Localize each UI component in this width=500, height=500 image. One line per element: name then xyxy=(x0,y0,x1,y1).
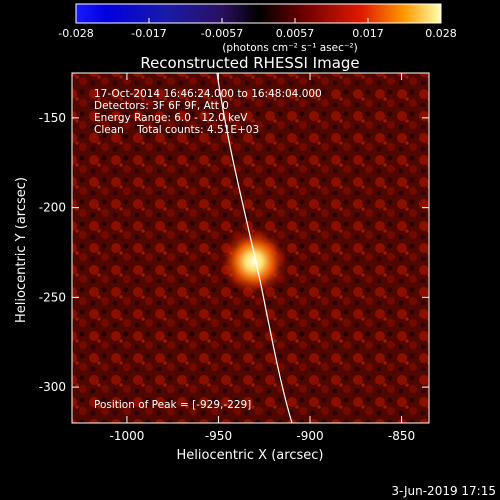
colorbar xyxy=(75,3,442,24)
x-tick-label-3: -850 xyxy=(388,429,415,443)
y-axis-ticks: -150 -200 -250 -300 xyxy=(39,111,429,394)
y-tick-label-2: -250 xyxy=(39,290,66,304)
x-tick-label-1: -950 xyxy=(205,429,232,443)
colorbar-tick-label-5: 0.028 xyxy=(425,27,457,40)
image-title: Reconstructed RHESSI Image xyxy=(140,54,359,72)
colorbar-ticks xyxy=(75,18,442,23)
colorbar-tick-label-3: 0.0057 xyxy=(276,27,315,40)
info-clean-counts: Clean Total counts: 4.51E+03 xyxy=(94,124,259,136)
colorbar-tick-label-1: -0.017 xyxy=(131,27,166,40)
colorbar-unit: (photons cm⁻² s⁻¹ asec⁻²) xyxy=(222,42,357,54)
x-axis-label: Heliocentric X (arcsec) xyxy=(177,448,324,463)
y-axis-label: Heliocentric Y (arcsec) xyxy=(14,177,29,323)
info-detectors: Detectors: 3F 6F 9F, Att 0 xyxy=(94,100,229,112)
x-axis-ticks: -1000 -950 -900 -850 xyxy=(109,73,415,443)
x-tick-label-2: -900 xyxy=(296,429,323,443)
info-energy-range: Energy Range: 6.0 - 12.0 keV xyxy=(94,112,248,124)
rhessi-image xyxy=(72,73,429,423)
x-tick-label-0: -1000 xyxy=(109,429,144,443)
info-time-range: 17-Oct-2014 16:46:24.000 to 16:48:04.000 xyxy=(94,88,322,100)
y-tick-label-0: -150 xyxy=(39,111,66,125)
solar-limb xyxy=(216,73,293,423)
colorbar-tick-label-2: -0.0057 xyxy=(201,27,243,40)
flare-peak-glow xyxy=(219,227,288,296)
colorbar-tick-label-4: 0.017 xyxy=(352,27,384,40)
date-stamp: 3-Jun-2019 17:15 xyxy=(391,484,496,498)
colorbar-tick-label-0: -0.028 xyxy=(58,27,93,40)
plot-frame xyxy=(71,72,430,424)
y-tick-label-3: -300 xyxy=(39,380,66,394)
y-tick-label-1: -200 xyxy=(39,201,66,215)
peak-position-label: Position of Peak = [-929,-229] xyxy=(94,399,251,411)
